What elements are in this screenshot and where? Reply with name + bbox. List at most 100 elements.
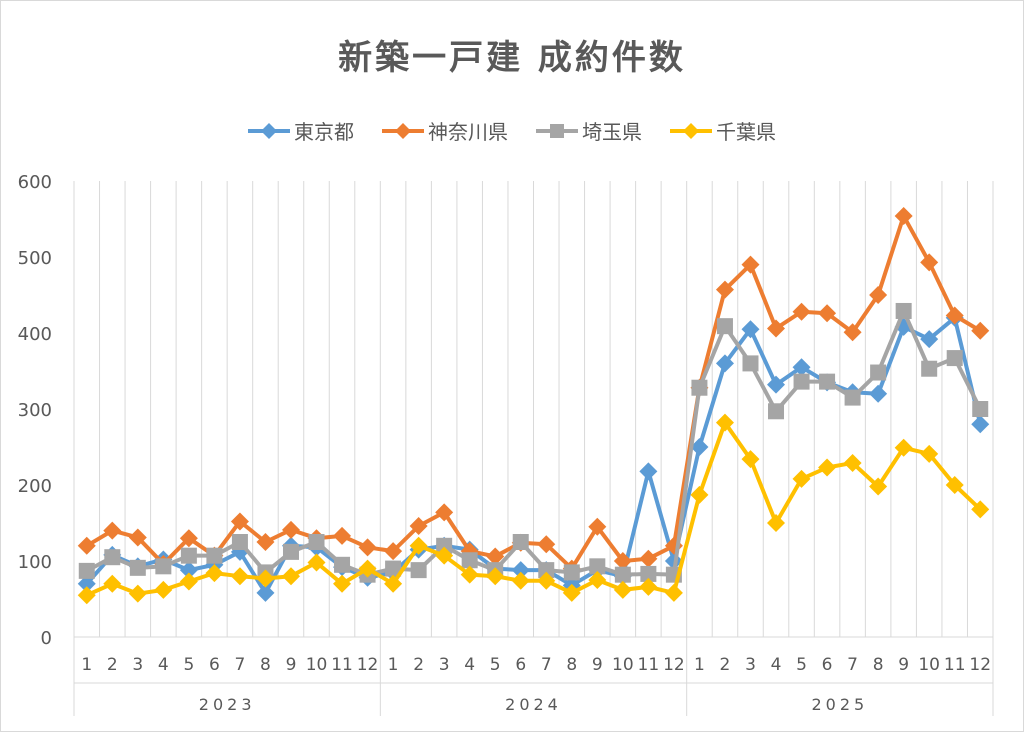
data-point [920,330,939,349]
x-tick-label: 5 [796,655,807,675]
data-point [792,358,811,377]
legend-label: 神奈川県 [428,120,508,144]
x-tick-label: 6 [515,655,526,675]
data-point [920,444,939,463]
data-point [767,514,786,532]
x-tick-label: 1 [694,655,705,675]
x-tick-label: 4 [464,655,475,675]
data-point [613,552,632,570]
data-point [103,574,122,593]
data-point [613,580,632,599]
data-point [77,574,96,593]
data-point [639,462,658,481]
data-point [563,564,580,581]
data-point [945,306,964,325]
legend: 東京都 神奈川県 埼玉県 千葉県 [0,116,1024,145]
x-tick-label: 5 [183,655,194,675]
x-tick-label: 3 [439,655,450,675]
data-point [741,255,760,274]
data-point [894,438,913,457]
data-point [869,477,888,496]
data-point [384,542,403,561]
x-tick-label: 11 [944,655,966,675]
data-point [895,302,912,319]
x-tick-label: 5 [490,655,501,675]
x-tick-label: 10 [306,655,328,675]
data-point [104,549,121,566]
data-point [512,534,529,550]
y-tick-label: 100 [18,552,52,573]
x-tick-label: 8 [566,655,577,675]
year-label: 2025 [811,695,868,714]
y-tick-label: 400 [18,324,52,345]
data-point [77,586,96,605]
x-tick-label: 4 [158,655,169,675]
data-point [971,321,990,340]
data-point [793,373,810,390]
data-point [78,562,95,579]
legend-marker-icon [536,123,578,138]
x-tick-label: 2 [413,655,424,675]
data-point [461,552,478,569]
data-point [358,559,377,578]
x-tick-label: 3 [745,655,756,675]
data-point [715,413,734,432]
x-tick-label: 6 [209,655,220,675]
data-point [639,549,658,568]
x-tick-label: 2 [720,655,731,675]
data-point [614,566,631,583]
data-point [205,564,224,583]
data-point [971,500,990,519]
data-point [385,560,402,577]
x-tick-label: 1 [388,655,399,675]
x-tick-label: 11 [331,655,353,675]
data-point [179,572,198,591]
x-tick-label: 9 [592,655,603,675]
chart-title: 新築一戸建 成約件数 [338,38,686,78]
data-point [281,520,300,539]
data-point [179,561,198,580]
data-point [715,280,734,299]
data-point [716,318,733,335]
legend-marker-icon [670,122,712,139]
data-point [768,403,785,420]
data-point [230,512,249,531]
data-point [128,528,147,547]
data-point [409,536,428,555]
x-tick-label: 8 [873,655,884,675]
legend-item: 東京都 [248,116,354,145]
legend-item: 神奈川県 [382,116,508,145]
data-point [435,503,454,522]
x-tick-label: 4 [771,655,782,675]
data-point [206,547,223,564]
data-point [307,553,326,572]
data-point [384,574,403,593]
y-tick-label: 300 [18,400,52,421]
data-point [231,534,248,550]
x-tick-label: 1 [81,655,92,675]
data-point [741,450,760,469]
data-point [640,565,657,582]
data-point [256,583,275,602]
data-point [639,577,658,596]
data-point [742,355,759,372]
x-tick-label: 7 [541,655,552,675]
data-point [972,401,989,417]
data-point [818,304,837,323]
legend-item: 埼玉県 [536,116,642,145]
data-point [946,350,963,367]
legend-label: 東京都 [294,120,354,144]
data-point [894,206,913,225]
data-point [333,574,352,593]
data-point [690,438,709,456]
x-tick-label: 8 [260,655,271,675]
data-point [538,562,555,579]
x-tick-label: 2 [107,655,118,675]
legend-marker-icon [248,122,290,139]
data-point [486,567,505,586]
legend-label: 埼玉県 [582,120,642,144]
data-point [588,571,607,589]
x-tick-label: 9 [898,655,909,675]
legend-item: 千葉県 [670,116,776,145]
data-point [589,558,606,575]
